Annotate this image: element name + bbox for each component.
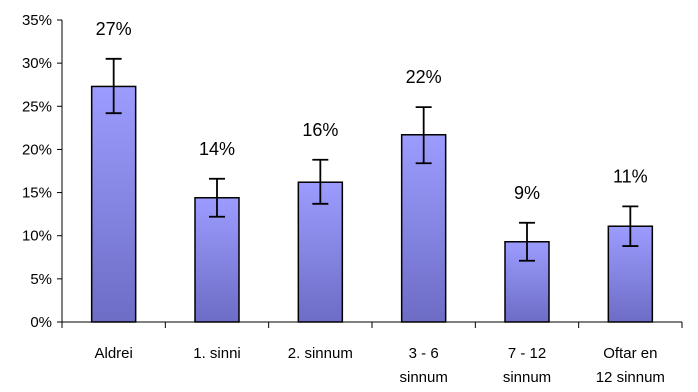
bars: 27% 14% 16% 22% 9% 11%	[90, 19, 654, 323]
data-label: 16%	[302, 120, 338, 140]
x-axis: Aldrei 1. sinni 2. sinnum 3 - 6 sinnum 7 - 12…	[61, 321, 683, 386]
bar	[194, 196, 240, 323]
data-label: 27%	[96, 19, 132, 39]
x-tick-label: 1. sinni	[193, 345, 241, 362]
x-tick-label: 12 sinnum	[596, 369, 665, 386]
x-tick-label: 7 - 12	[508, 345, 546, 362]
x-tick-label: 3 - 6	[409, 345, 439, 362]
bar	[297, 181, 344, 323]
data-label: 14%	[199, 139, 235, 159]
y-tick-label: 30%	[22, 55, 52, 72]
y-tick-label: 15%	[22, 185, 52, 202]
y-axis: 0% 5% 10% 15% 20% 25% 30% 35%	[22, 12, 63, 331]
y-tick-label: 25%	[22, 98, 52, 115]
y-tick-label: 5%	[30, 271, 52, 288]
x-tick-label: Oftar en	[603, 345, 657, 362]
data-label: 9%	[514, 183, 540, 203]
bar	[90, 85, 137, 323]
x-tick-label: sinnum	[503, 369, 551, 386]
data-label: 11%	[613, 166, 648, 186]
y-tick-label: 35%	[22, 12, 52, 29]
y-tick-label: 0%	[30, 314, 52, 331]
y-tick-label: 10%	[22, 228, 52, 245]
x-tick-label: Aldrei	[94, 345, 132, 362]
x-tick-label: sinnum	[399, 369, 447, 386]
x-tick-label: 2. sinnum	[288, 345, 353, 362]
y-tick-label: 20%	[22, 141, 52, 158]
data-label: 22%	[406, 67, 442, 87]
